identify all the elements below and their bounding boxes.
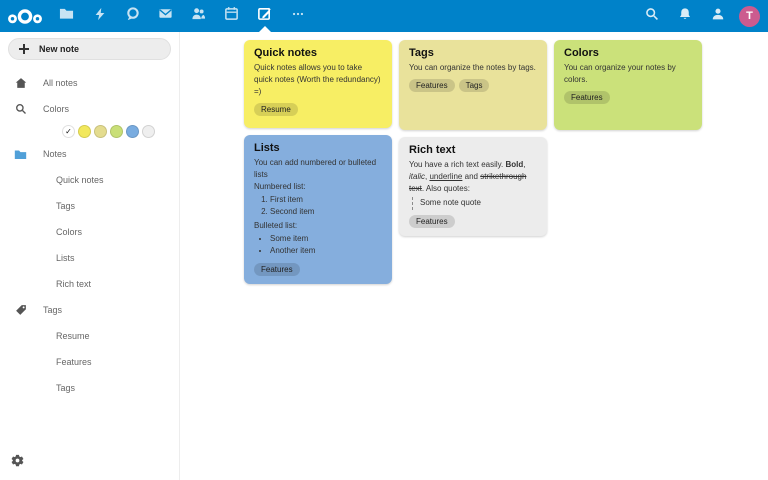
plus-icon bbox=[19, 44, 29, 54]
bulleted-list-label: Bulleted list: bbox=[254, 220, 298, 230]
sidebar-item-note-tags[interactable]: Tags bbox=[56, 201, 76, 211]
underline-text: underline bbox=[429, 172, 463, 181]
tags-label: Tags bbox=[43, 305, 63, 315]
card-body: Quick notes allows you to take quick not… bbox=[254, 63, 381, 84]
note-card-quick-notes[interactable]: Quick notes Quick notes allows you to ta… bbox=[244, 40, 392, 128]
notifications-button[interactable] bbox=[668, 0, 701, 32]
talk-bubble-icon bbox=[125, 6, 140, 26]
note-card-tags[interactable]: Tags You can organize the notes by tags.… bbox=[399, 40, 547, 130]
nextcloud-logo[interactable] bbox=[0, 8, 50, 25]
sidebar-item-note-quick-notes[interactable]: Quick notes bbox=[56, 175, 104, 185]
folder-icon bbox=[59, 6, 74, 26]
tag-icon bbox=[14, 304, 27, 316]
app-talk-button[interactable] bbox=[116, 0, 149, 32]
bulleted-list: Some item Another item bbox=[270, 233, 382, 258]
sidebar-item-colors[interactable]: Colors bbox=[0, 96, 179, 122]
list-item: Second item bbox=[270, 206, 382, 218]
top-header: T bbox=[0, 0, 768, 32]
card-body: You can organize the notes by tags. bbox=[409, 63, 536, 72]
note-card-lists[interactable]: Lists You can add numbered or bulleted l… bbox=[244, 135, 392, 284]
strikethrough-text: strikethrough text bbox=[409, 172, 527, 193]
lightning-icon bbox=[93, 7, 107, 26]
person-icon bbox=[711, 7, 725, 26]
card-title: Tags bbox=[409, 47, 434, 59]
numbered-list-label: Numbered list: bbox=[254, 182, 306, 191]
list-item: Some item bbox=[270, 233, 382, 245]
tag-chip-features[interactable]: Features bbox=[409, 79, 455, 92]
tag-chip-resume[interactable]: Resume bbox=[254, 103, 298, 116]
bell-icon bbox=[678, 7, 692, 26]
search-icon bbox=[645, 7, 659, 26]
text-segment: and bbox=[462, 172, 481, 181]
card-body: You can organize your notes by colors. bbox=[564, 63, 676, 84]
ellipsis-icon bbox=[291, 7, 305, 26]
tag-chip-features[interactable]: Features bbox=[254, 262, 300, 276]
numbered-list: First item Second item bbox=[270, 194, 382, 219]
bold-text: Bold bbox=[505, 160, 524, 169]
italic-text: italic bbox=[409, 172, 426, 181]
notes-grid: Quick notes Quick notes allows you to ta… bbox=[180, 32, 768, 480]
color-dot-yellow[interactable] bbox=[78, 125, 91, 138]
all-notes-label: All notes bbox=[43, 78, 78, 88]
note-card-rich-text[interactable]: Rich text You have a rich text easily. B… bbox=[399, 137, 547, 236]
folder-icon bbox=[14, 148, 27, 161]
sidebar-item-notes[interactable]: Notes bbox=[0, 141, 179, 167]
note-quote: Some note quote bbox=[412, 197, 537, 210]
card-body: You can add numbered or bulleted lists bbox=[254, 158, 377, 179]
magnifier-icon bbox=[14, 103, 27, 115]
tag-chip-features[interactable]: Features bbox=[409, 214, 455, 228]
app-more-button[interactable] bbox=[281, 0, 314, 32]
search-button[interactable] bbox=[635, 0, 668, 32]
app-calendar-button[interactable] bbox=[215, 0, 248, 32]
app-contacts-button[interactable] bbox=[182, 0, 215, 32]
sidebar-item-tags[interactable]: Tags bbox=[0, 297, 179, 323]
app-mail-button[interactable] bbox=[149, 0, 182, 32]
card-title: Quick notes bbox=[254, 47, 317, 59]
calendar-icon bbox=[224, 6, 239, 26]
color-dot-khaki[interactable] bbox=[94, 125, 107, 138]
color-palette: ✓ bbox=[0, 122, 179, 141]
contacts-menu-button[interactable] bbox=[701, 0, 734, 32]
mail-icon bbox=[158, 6, 173, 26]
tag-chip-tags[interactable]: Tags bbox=[458, 79, 490, 92]
card-body-smiley: =) bbox=[254, 87, 262, 96]
sidebar-item-tag-features[interactable]: Features bbox=[56, 357, 92, 367]
card-title: Rich text bbox=[409, 144, 456, 156]
new-note-label: New note bbox=[39, 44, 80, 54]
app-files-button[interactable] bbox=[50, 0, 83, 32]
people-icon bbox=[191, 6, 206, 26]
color-dot-blue[interactable] bbox=[126, 125, 139, 138]
user-avatar[interactable]: T bbox=[739, 5, 760, 27]
text-segment: You have a rich text easily. bbox=[409, 160, 506, 169]
card-title: Colors bbox=[564, 47, 599, 59]
app-notes-button[interactable] bbox=[248, 0, 281, 32]
colors-label: Colors bbox=[43, 104, 70, 114]
card-body: You have a rich text easily. Bold, itali… bbox=[409, 159, 537, 195]
gear-icon bbox=[11, 454, 24, 471]
settings-button[interactable] bbox=[11, 454, 24, 472]
sidebar-item-tag-resume[interactable]: Resume bbox=[56, 331, 90, 341]
notes-label: Notes bbox=[43, 149, 67, 159]
app-activity-button[interactable] bbox=[83, 0, 116, 32]
tag-chip-features[interactable]: Features bbox=[564, 91, 610, 104]
sidebar-item-note-lists[interactable]: Lists bbox=[56, 253, 75, 263]
new-note-button[interactable]: New note bbox=[8, 38, 171, 60]
text-segment: , bbox=[425, 172, 430, 181]
sidebar-item-all-notes[interactable]: All notes bbox=[0, 70, 179, 96]
sidebar-item-tag-tags[interactable]: Tags bbox=[56, 383, 76, 393]
sidebar-item-note-colors[interactable]: Colors bbox=[56, 227, 83, 237]
text-segment: , bbox=[523, 160, 526, 169]
notes-pencil-icon bbox=[257, 6, 272, 26]
list-item: First item bbox=[270, 194, 382, 206]
sidebar-item-note-rich-text[interactable]: Rich text bbox=[56, 279, 92, 289]
color-dot-green[interactable] bbox=[110, 125, 123, 138]
text-segment: . Also quotes: bbox=[421, 184, 470, 193]
card-title: Lists bbox=[254, 142, 280, 154]
home-icon bbox=[14, 77, 27, 89]
color-dot-grey[interactable] bbox=[142, 125, 155, 138]
note-card-colors[interactable]: Colors You can organize your notes by co… bbox=[554, 40, 702, 130]
sidebar: New note All notes Colors ✓ Notes bbox=[0, 32, 180, 480]
color-dot-selected[interactable]: ✓ bbox=[62, 125, 75, 138]
list-item: Another item bbox=[270, 245, 382, 257]
